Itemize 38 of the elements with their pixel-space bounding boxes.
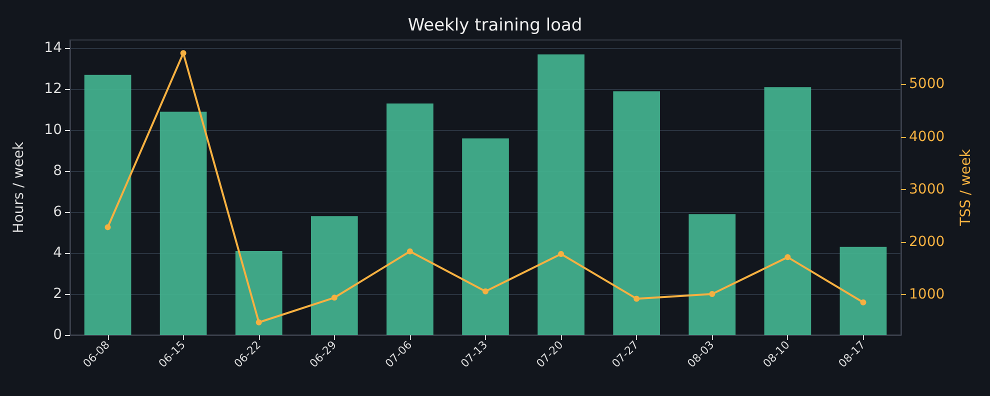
bar bbox=[613, 91, 660, 335]
bar bbox=[235, 251, 282, 335]
y-tick-label: 14 bbox=[44, 40, 62, 56]
y2-tick-label: 3000 bbox=[909, 181, 945, 198]
point bbox=[331, 294, 338, 301]
point bbox=[256, 319, 262, 326]
bar bbox=[160, 112, 207, 335]
y-tick-label: 10 bbox=[44, 122, 62, 138]
y-tick-label: 8 bbox=[53, 163, 62, 180]
point bbox=[634, 296, 640, 302]
point bbox=[482, 288, 488, 294]
bar bbox=[840, 246, 887, 335]
y2-tick-label: 2000 bbox=[909, 234, 945, 250]
bar bbox=[764, 87, 812, 335]
y-tick-label: 6 bbox=[53, 204, 62, 220]
y-tick-label: 4 bbox=[53, 245, 62, 262]
bar bbox=[84, 74, 132, 335]
point bbox=[709, 290, 716, 297]
bar bbox=[538, 54, 584, 335]
y-tick-label: 12 bbox=[44, 81, 62, 98]
y-tick-label: 0 bbox=[53, 327, 62, 343]
y-axis-title: Hours / week bbox=[11, 140, 27, 234]
y2-axis-title: TSS / week bbox=[958, 148, 974, 227]
y2-tick-label: 4000 bbox=[909, 128, 945, 145]
bar bbox=[688, 214, 736, 335]
point bbox=[180, 50, 186, 56]
point bbox=[406, 248, 413, 254]
point bbox=[784, 254, 791, 260]
y2-tick-label: 1000 bbox=[909, 286, 945, 303]
point bbox=[104, 224, 111, 230]
point bbox=[860, 299, 866, 306]
point bbox=[558, 251, 564, 258]
y-tick-label: 2 bbox=[53, 286, 62, 302]
chart-title: Weekly training load bbox=[408, 16, 582, 36]
bar bbox=[462, 138, 509, 335]
bar bbox=[386, 104, 434, 335]
bar bbox=[310, 216, 358, 335]
y2-tick-label: 5000 bbox=[909, 76, 945, 92]
